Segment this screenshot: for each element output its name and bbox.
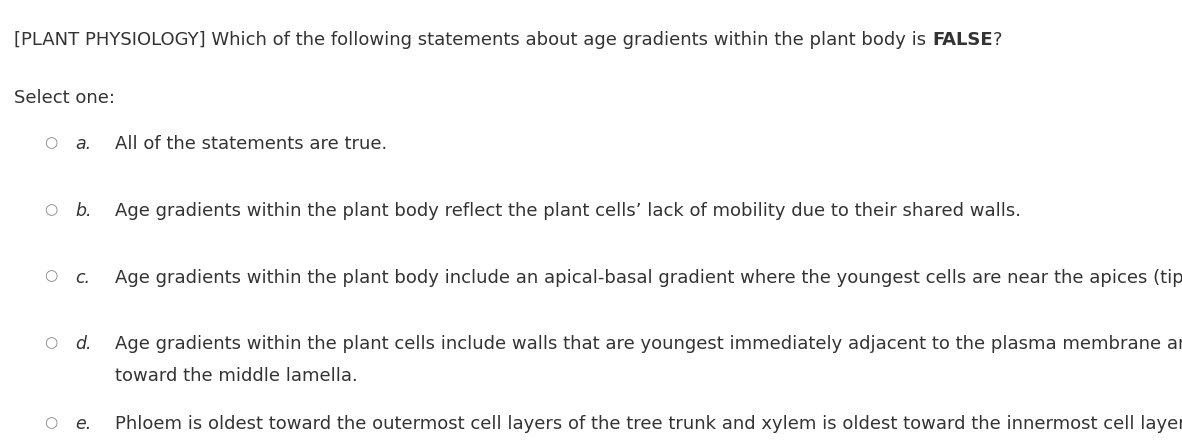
Text: e.: e. — [76, 415, 92, 433]
Text: c.: c. — [76, 269, 91, 287]
Text: ?: ? — [993, 31, 1002, 49]
Text: Age gradients within the plant body include an apical-basal gradient where the y: Age gradients within the plant body incl… — [115, 269, 1182, 287]
Text: ○: ○ — [44, 135, 57, 151]
Text: ○: ○ — [44, 415, 57, 430]
Text: b.: b. — [76, 202, 92, 220]
Text: FALSE: FALSE — [933, 31, 993, 49]
Text: Select one:: Select one: — [14, 89, 115, 107]
Text: a.: a. — [76, 135, 92, 154]
Text: All of the statements are true.: All of the statements are true. — [115, 135, 387, 154]
Text: d.: d. — [76, 335, 92, 353]
Text: ○: ○ — [44, 202, 57, 217]
Text: Age gradients within the plant body reflect the plant cells’ lack of mobility du: Age gradients within the plant body refl… — [115, 202, 1020, 220]
Text: Phloem is oldest toward the outermost cell layers of the tree trunk and xylem is: Phloem is oldest toward the outermost ce… — [115, 415, 1182, 433]
Text: ○: ○ — [44, 269, 57, 284]
Text: [PLANT PHYSIOLOGY] Which of the following statements about age gradients within : [PLANT PHYSIOLOGY] Which of the followin… — [14, 31, 933, 49]
Text: toward the middle lamella.: toward the middle lamella. — [115, 367, 357, 385]
Text: ○: ○ — [44, 335, 57, 350]
Text: Age gradients within the plant cells include walls that are youngest immediately: Age gradients within the plant cells inc… — [115, 335, 1182, 353]
